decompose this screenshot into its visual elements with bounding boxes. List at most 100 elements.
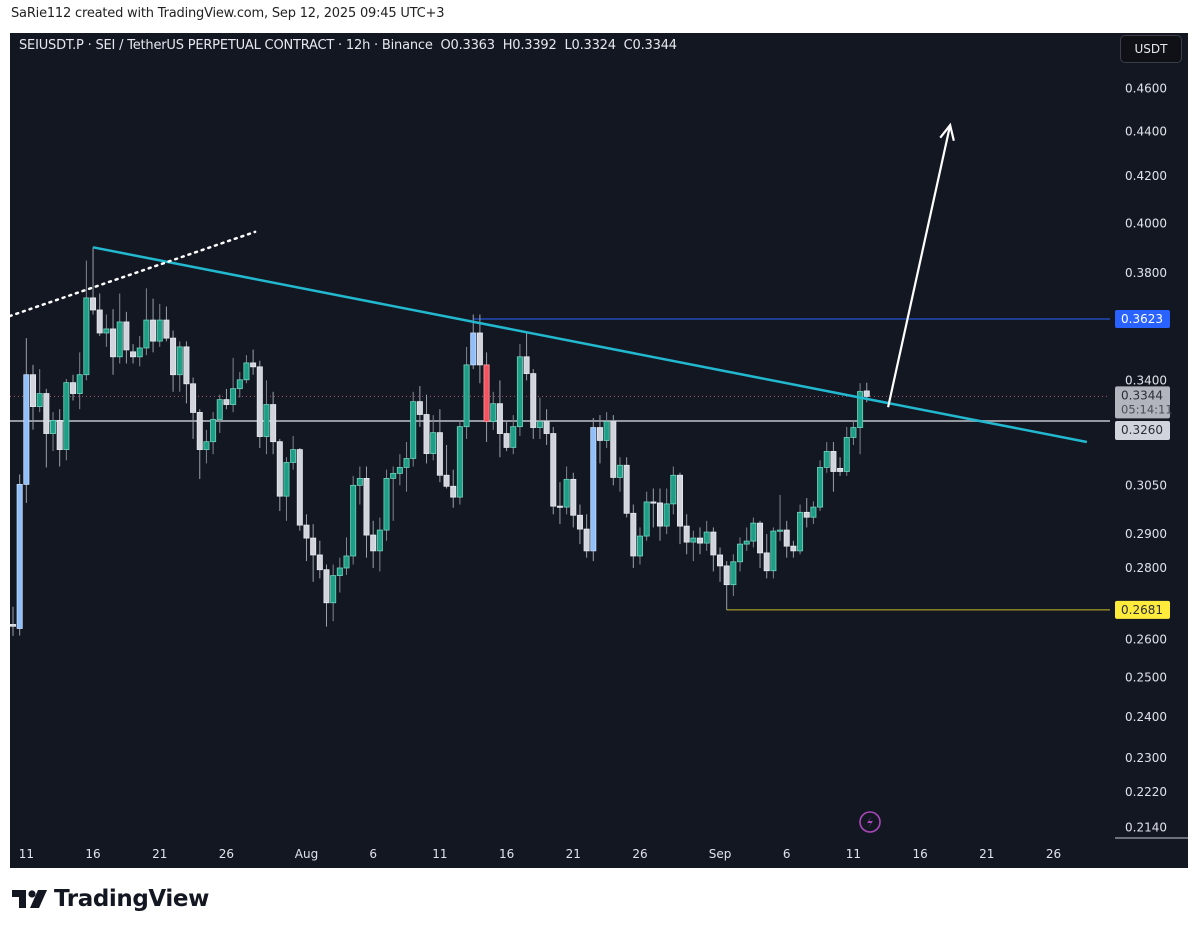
candle	[9, 606, 16, 636]
candle	[23, 338, 30, 503]
candle-body	[263, 404, 270, 437]
logo-text: TradingView	[54, 886, 209, 912]
candle-body	[570, 478, 577, 516]
candle-body	[670, 474, 677, 505]
candle	[837, 457, 844, 476]
price-label-grey: 0.3260	[1115, 421, 1170, 441]
candle	[443, 445, 450, 489]
candle	[430, 415, 437, 461]
candle	[677, 472, 684, 545]
candle-body	[830, 451, 837, 472]
candle	[543, 409, 550, 446]
price-tick-label: 0.2600	[1125, 633, 1167, 647]
candle-body	[90, 297, 97, 311]
candle-body	[723, 565, 730, 586]
time-tick-label: 26	[632, 847, 647, 861]
candle	[697, 527, 704, 555]
candle	[190, 377, 197, 439]
time-tick-label: 11	[846, 847, 861, 861]
candle	[423, 394, 430, 464]
time-tick-label: 21	[152, 847, 167, 861]
candle	[476, 314, 483, 384]
candle-body	[697, 537, 704, 544]
candle	[596, 415, 603, 464]
candle-body	[483, 364, 490, 422]
time-tick-label: 21	[979, 847, 994, 861]
tradingview-logo[interactable]: TradingView	[12, 886, 209, 912]
candle	[216, 394, 223, 433]
candle	[303, 514, 310, 562]
candle	[150, 298, 157, 353]
candle-body	[783, 529, 790, 547]
candle-body	[250, 362, 257, 368]
candle-body	[703, 531, 710, 544]
candle	[650, 488, 657, 528]
candle-body	[463, 364, 470, 428]
candle-body	[770, 530, 777, 572]
lightning-icon[interactable]	[859, 811, 881, 833]
candle-body	[196, 412, 203, 450]
candle-body	[316, 554, 323, 571]
candle	[590, 418, 597, 562]
candle-body	[623, 464, 630, 514]
candle	[323, 564, 330, 627]
candle	[310, 524, 317, 582]
candle	[236, 371, 243, 398]
candle-body	[616, 464, 623, 478]
candle	[196, 409, 203, 480]
candle	[743, 527, 750, 551]
candle-body	[210, 419, 217, 443]
time-tick-label: Sep	[709, 847, 732, 861]
dotted-trendline[interactable]	[8, 230, 257, 318]
candle-body	[556, 505, 563, 508]
candle	[730, 554, 737, 596]
candle	[570, 472, 577, 528]
price-tick-label: 0.3050	[1125, 478, 1167, 492]
candle-body	[643, 501, 650, 537]
candle-body	[363, 477, 370, 536]
candle-body	[216, 399, 223, 420]
candle	[670, 466, 677, 515]
candle-body	[83, 297, 90, 376]
candle-body	[717, 554, 724, 567]
price-label-blue: 0.3623	[1115, 310, 1170, 328]
candle-body	[283, 462, 290, 497]
candle	[656, 488, 663, 541]
candle	[256, 360, 263, 449]
candle-body	[536, 421, 543, 428]
candle	[416, 386, 423, 427]
candle-body	[456, 426, 463, 498]
price-tick-label: 0.4000	[1125, 216, 1167, 230]
descending-trendline[interactable]	[92, 246, 1088, 444]
candle	[643, 491, 650, 541]
candle-body	[850, 427, 857, 438]
countdown-timer: 05:14:11	[1121, 402, 1173, 416]
candle-body	[837, 467, 844, 472]
candle	[96, 293, 103, 336]
candle	[683, 514, 690, 555]
candle-body	[743, 540, 750, 545]
candle	[737, 537, 744, 572]
currency-button[interactable]: USDT	[1120, 35, 1182, 63]
candle	[510, 415, 517, 455]
candle-body	[163, 319, 170, 339]
candle	[623, 457, 630, 518]
candle-body	[530, 373, 537, 428]
candle-body	[150, 319, 157, 342]
price-tick-label: 0.2220	[1125, 785, 1167, 799]
candle	[290, 435, 297, 470]
price-label-box	[1115, 310, 1170, 328]
candle-body	[576, 514, 583, 530]
candle-body	[143, 319, 150, 349]
candle-body	[243, 362, 250, 381]
candle	[396, 454, 403, 486]
candle	[50, 412, 57, 452]
target-arrow-line[interactable]	[887, 124, 952, 408]
candle-body	[270, 404, 277, 443]
candle	[350, 475, 357, 565]
candle	[210, 412, 217, 455]
time-tick-label: 16	[85, 847, 100, 861]
candle-body	[590, 427, 597, 552]
